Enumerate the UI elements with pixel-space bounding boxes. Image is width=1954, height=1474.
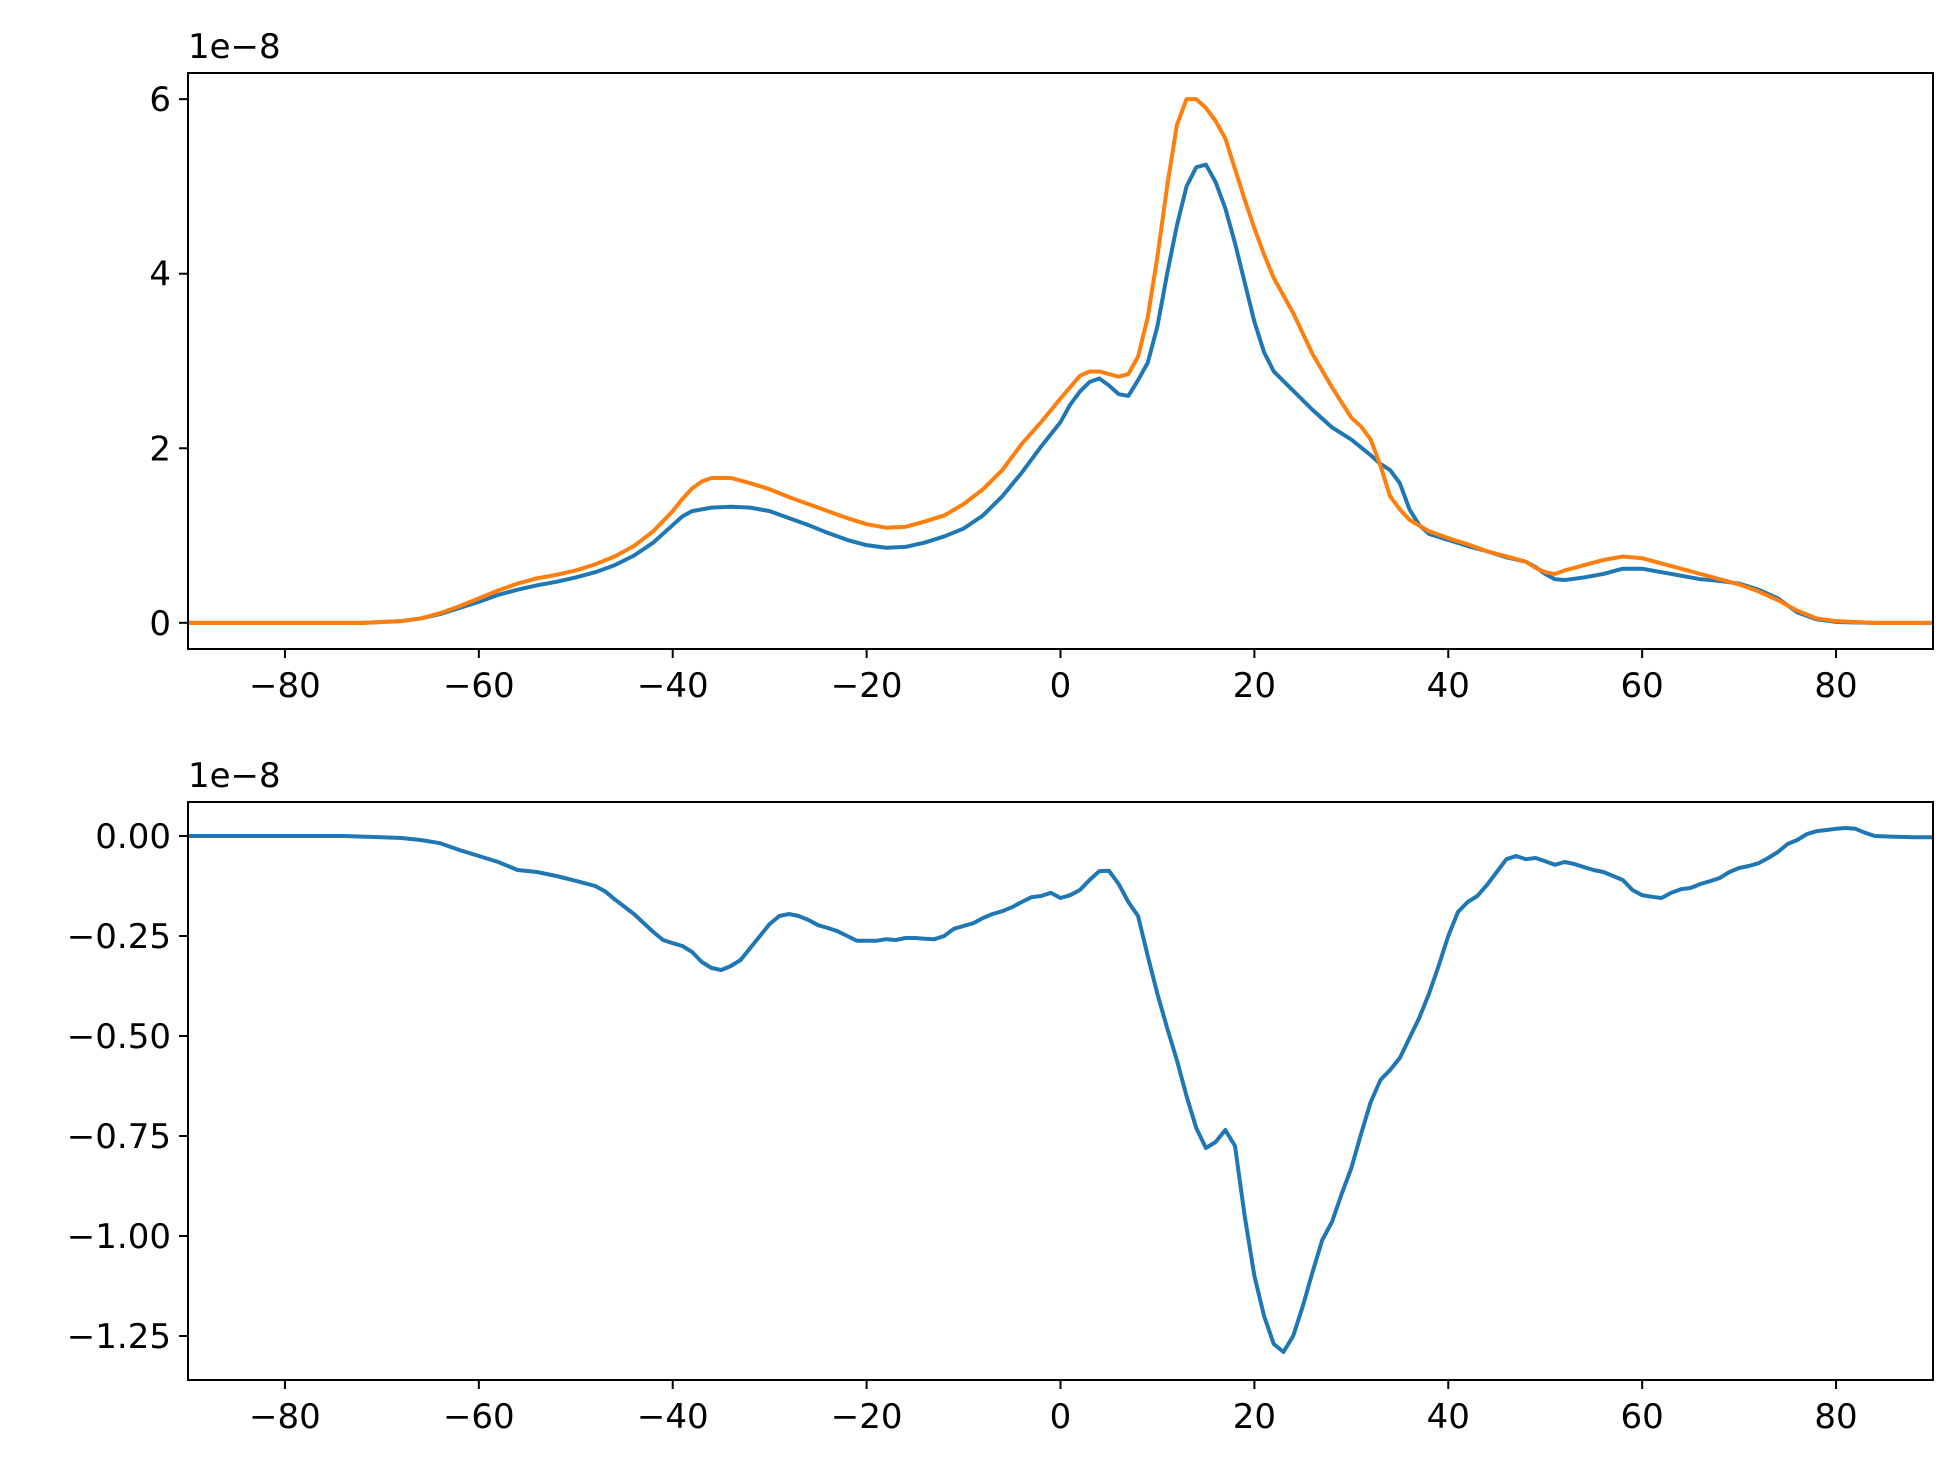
top-x-axis: −80 −60 −40 −20 0 20 40 60 80 [249, 649, 1858, 706]
bottom-offset-label: 1e−8 [188, 756, 281, 796]
top-y-tick-label: 2 [149, 429, 171, 469]
bottom-series-1-line [188, 826, 1933, 1354]
top-plot-frame [187, 72, 1934, 650]
bottom-x-tick-label: −60 [443, 1397, 515, 1437]
bottom-y-tick-label: −0.25 [67, 917, 171, 957]
top-plot-panel: 1e−8 −80 −60 −40 −20 0 20 40 60 80 0 2 4 6 [149, 27, 1934, 706]
top-x-tick-label: 40 [1427, 666, 1470, 706]
bottom-x-tick-label: 80 [1814, 1397, 1857, 1437]
top-y-axis: 0 2 4 6 [149, 80, 188, 644]
top-x-tick-label: −60 [443, 666, 515, 706]
bottom-y-axis: 0.00 −0.25 −0.50 −0.75 −1.00 −1.25 [67, 817, 188, 1357]
top-series-2-line [188, 97, 1933, 625]
bottom-y-tick-label: 0.00 [95, 817, 171, 857]
bottom-x-tick-label: 40 [1427, 1397, 1470, 1437]
top-x-tick-label: 60 [1621, 666, 1664, 706]
bottom-y-tick-label: −0.50 [67, 1017, 171, 1057]
top-y-tick-label: 4 [149, 255, 171, 295]
bottom-x-tick-label: 60 [1621, 1397, 1664, 1437]
bottom-x-tick-label: −40 [637, 1397, 709, 1437]
top-y-tick-label: 6 [149, 80, 171, 120]
top-y-tick-label: 0 [149, 604, 171, 644]
bottom-x-tick-label: 0 [1050, 1397, 1072, 1437]
bottom-plot-panel: 1e−8 −80 −60 −40 −20 0 20 40 60 80 0.00 −0.25 −0.5… [67, 756, 1934, 1437]
bottom-plot-frame [187, 801, 1934, 1381]
bottom-y-tick-label: −0.75 [67, 1117, 171, 1157]
top-x-tick-label: −80 [249, 666, 321, 706]
top-x-tick-label: −20 [831, 666, 903, 706]
bottom-x-tick-label: −20 [831, 1397, 903, 1437]
bottom-x-tick-label: −80 [249, 1397, 321, 1437]
bottom-x-tick-label: 20 [1233, 1397, 1276, 1437]
bottom-x-axis: −80 −60 −40 −20 0 20 40 60 80 [249, 1380, 1858, 1437]
bottom-y-tick-label: −1.00 [67, 1217, 171, 1257]
top-x-tick-label: 0 [1050, 666, 1072, 706]
top-x-tick-label: 80 [1814, 666, 1857, 706]
top-x-tick-label: −40 [637, 666, 709, 706]
top-series-1-line [188, 162, 1933, 625]
top-x-tick-label: 20 [1233, 666, 1276, 706]
bottom-series-group [188, 826, 1933, 1354]
top-offset-label: 1e−8 [188, 27, 281, 67]
bottom-y-tick-label: −1.25 [67, 1317, 171, 1357]
top-series-group [188, 97, 1933, 625]
